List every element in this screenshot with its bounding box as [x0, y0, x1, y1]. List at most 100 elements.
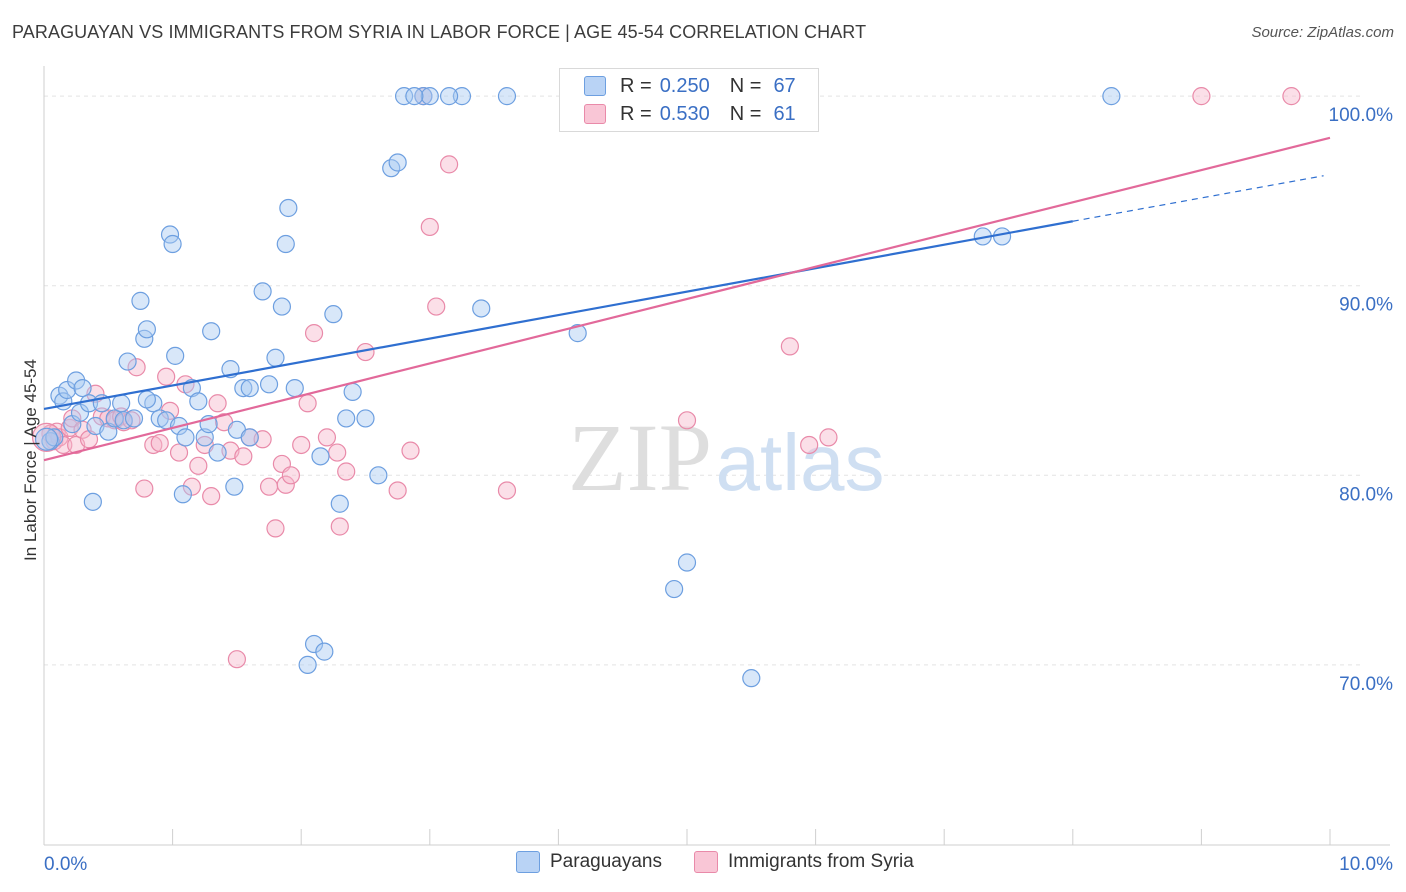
legend-item-syria[interactable]: Immigrants from Syria [694, 851, 914, 873]
trend-line-paraguayans-extension [1072, 175, 1324, 222]
data-point [131, 291, 150, 310]
data-point [356, 409, 375, 428]
n-value: 67 [773, 74, 796, 97]
data-point [298, 394, 317, 413]
data-point [343, 382, 362, 401]
data-point [189, 456, 208, 475]
n-value: 61 [773, 102, 796, 125]
r-value: 0.530 [659, 102, 710, 125]
data-point [272, 297, 292, 316]
data-point [150, 433, 169, 453]
stats-row-syria: R = 0.530 N = 61 [584, 102, 796, 126]
y-tick-label: 90.0% [1339, 295, 1393, 316]
data-point [780, 337, 799, 356]
source-label: Source: ZipAtlas.com [1251, 24, 1394, 41]
data-point [819, 428, 838, 447]
data-point [497, 87, 517, 106]
x-tick-label: 0.0% [44, 854, 87, 875]
y-axis-label-wrap: In Labor Force | Age 45-54 [21, 359, 40, 561]
series-paraguayans-points [34, 87, 1121, 688]
r-label: R = [620, 102, 652, 125]
data-point [677, 411, 697, 430]
tick-labels: 100.0% 90.0% 80.0% 70.0% 0.0% 10.0% [44, 105, 1393, 875]
y-axis-label: In Labor Force | Age 45-54 [21, 359, 40, 561]
data-point [800, 435, 819, 455]
legend-label: Immigrants from Syria [728, 851, 914, 872]
watermark-atlas: atlas [716, 418, 885, 507]
data-point [497, 481, 517, 500]
data-point [45, 428, 64, 447]
data-point [439, 155, 459, 174]
data-point [137, 390, 156, 409]
chart-title: PARAGUAYAN VS IMMIGRANTS FROM SYRIA IN L… [12, 22, 867, 42]
y-tick-label: 80.0% [1339, 484, 1393, 505]
data-point [157, 367, 176, 386]
data-point [330, 494, 349, 513]
data-point [472, 299, 491, 318]
data-point [135, 479, 154, 498]
data-point [276, 475, 295, 494]
legend-item-paraguayans[interactable]: Paraguayans [516, 851, 662, 873]
x-tick-label: 10.0% [1339, 854, 1393, 875]
data-point [304, 324, 324, 343]
y-tick-label: 100.0% [1329, 105, 1394, 126]
data-point [1102, 87, 1121, 106]
n-label: N = [729, 74, 762, 97]
data-point [124, 409, 144, 428]
data-point [324, 305, 343, 324]
data-point [285, 378, 304, 398]
data-point [83, 492, 102, 511]
data-point [328, 443, 347, 462]
data-point [317, 428, 337, 447]
data-point [1192, 87, 1211, 106]
data-point [742, 669, 761, 688]
legend-swatch-pink [584, 104, 606, 124]
legend-swatch-pink [694, 851, 718, 873]
data-point [227, 650, 246, 669]
data-point [298, 655, 317, 674]
data-point [259, 477, 279, 496]
data-point [67, 371, 86, 390]
legend-swatch-blue [584, 76, 606, 96]
data-point [276, 234, 295, 254]
n-label: N = [729, 102, 762, 125]
axes [43, 66, 1390, 846]
data-point [150, 409, 169, 428]
stats-legend: R = 0.250 N = 67 R = 0.530 N = 61 [559, 68, 819, 132]
watermark: ZIP atlas [568, 404, 884, 511]
data-point [208, 443, 227, 462]
data-point [240, 428, 259, 447]
watermark-zip: ZIP [568, 404, 712, 511]
data-point [105, 409, 124, 428]
trend-line-paraguayans [43, 220, 1073, 411]
trend-lines [43, 136, 1331, 462]
data-point [259, 375, 279, 394]
data-point [337, 462, 356, 481]
data-point [189, 392, 208, 411]
data-point [266, 519, 285, 538]
data-point [405, 87, 424, 106]
series-legend: Paraguayans Immigrants from Syria [0, 851, 1406, 879]
data-point [394, 87, 414, 106]
data-point [388, 481, 407, 500]
data-point [144, 435, 163, 455]
r-value: 0.250 [659, 74, 710, 97]
data-point [240, 378, 259, 398]
data-point [369, 466, 388, 485]
data-point [208, 394, 227, 413]
data-point [173, 485, 192, 504]
data-point [420, 217, 439, 237]
data-point [160, 401, 180, 420]
data-point [427, 297, 446, 316]
data-point [234, 447, 253, 466]
data-point [420, 87, 439, 106]
data-point [439, 87, 459, 106]
data-point [73, 378, 92, 398]
data-point [452, 87, 472, 106]
data-point [166, 346, 185, 365]
data-point [169, 443, 189, 462]
data-point [311, 447, 330, 466]
data-point [176, 428, 195, 447]
trend-line-syria [43, 136, 1331, 462]
